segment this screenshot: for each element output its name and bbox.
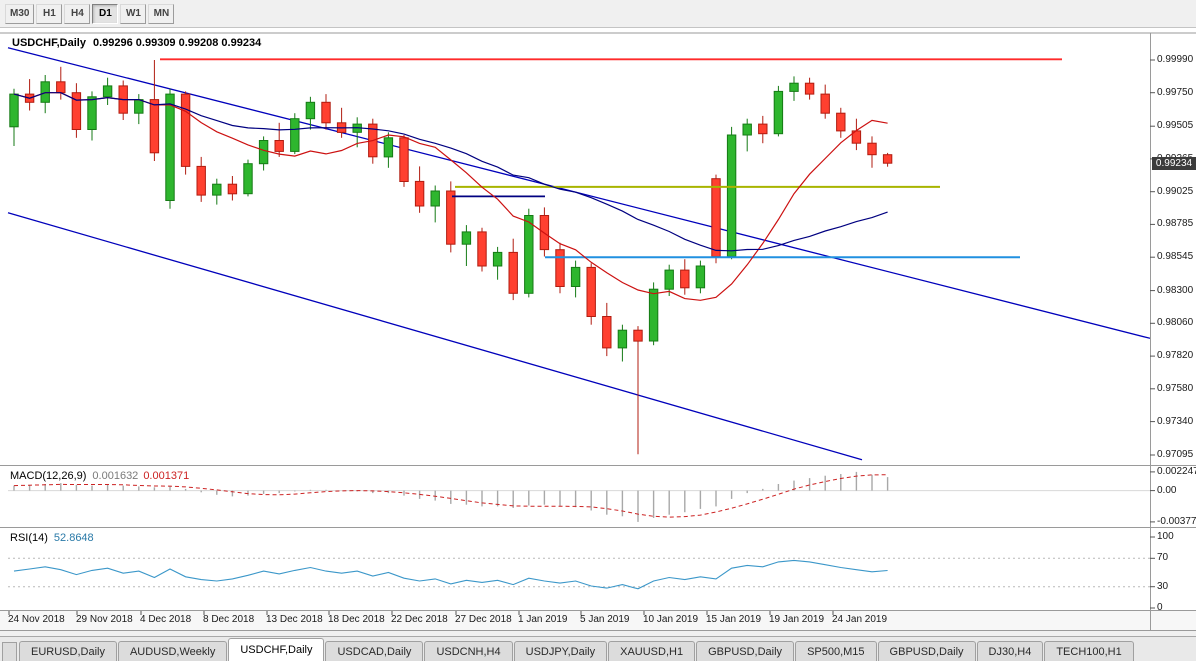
chart-tab-audusd-weekly[interactable]: AUDUSD,Weekly bbox=[117, 641, 228, 661]
chart-tab-gbpusd-daily[interactable]: GBPUSD,Daily bbox=[696, 641, 795, 661]
tab-scroll-button[interactable] bbox=[2, 642, 17, 661]
timeframe-button-mn[interactable]: MN bbox=[148, 3, 175, 24]
chart-tab-usdchf-daily[interactable]: USDCHF,Daily bbox=[228, 638, 325, 661]
chart-tab-gbpusd-daily[interactable]: GBPUSD,Daily bbox=[877, 641, 976, 661]
timeframe-button-h4[interactable]: H4 bbox=[64, 3, 91, 24]
timeframe-button-h1[interactable]: H1 bbox=[36, 3, 63, 24]
timeframe-button-m30[interactable]: M30 bbox=[5, 3, 35, 24]
chart-tab-usdcnh-h4[interactable]: USDCNH,H4 bbox=[424, 641, 513, 661]
chart-tab-usdjpy-daily[interactable]: USDJPY,Daily bbox=[513, 641, 608, 661]
chart-tab-dj30-h4[interactable]: DJ30,H4 bbox=[976, 641, 1044, 661]
chart-tab-tech100-h1[interactable]: TECH100,H1 bbox=[1044, 641, 1134, 661]
main-pane-graphics bbox=[7, 47, 1150, 461]
chart-tab-eurusd-daily[interactable]: EURUSD,Daily bbox=[19, 641, 117, 661]
chart-tab-usdcad-daily[interactable]: USDCAD,Daily bbox=[325, 641, 424, 661]
chart-tab-sp500-m15[interactable]: SP500,M15 bbox=[795, 641, 877, 661]
timeframe-toolbar: M30 H1 H4 D1 W1 MN bbox=[0, 0, 1196, 28]
chart-tab-xauusd-h1[interactable]: XAUUSD,H1 bbox=[608, 641, 696, 661]
timeframe-button-w1[interactable]: W1 bbox=[120, 3, 147, 24]
chart-tabs-bar: EURUSD,Daily AUDUSD,Weekly USDCHF,Daily USD… bbox=[0, 636, 1196, 661]
timeframe-button-d1[interactable]: D1 bbox=[92, 3, 119, 24]
